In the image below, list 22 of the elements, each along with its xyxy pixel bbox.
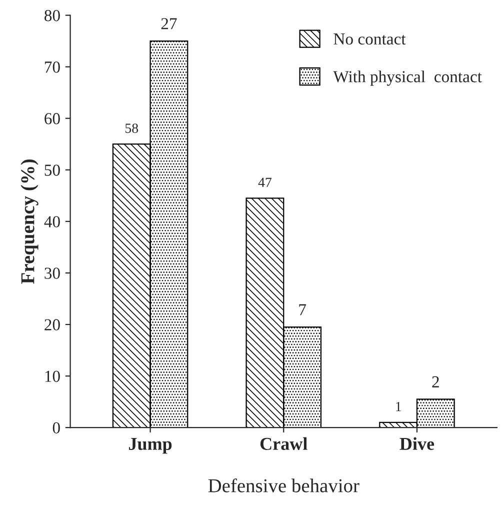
annotation: 1: [396, 402, 401, 412]
y-tick-label: 20: [44, 319, 60, 330]
annotation: 47: [258, 178, 272, 187]
y-tick-label: 0: [52, 422, 60, 434]
y-tick-label: 50: [44, 164, 60, 176]
legend-label: With physical contact: [333, 70, 482, 86]
annotation: 7: [299, 304, 306, 316]
x-axis-title: Defensive behavior: [208, 478, 360, 492]
y-tick-label: 40: [44, 216, 60, 228]
x-tick-label: Jump: [129, 438, 172, 454]
x-tick-label: Dive: [400, 437, 434, 450]
annotation: 58: [125, 124, 138, 133]
annotation: 2: [432, 376, 439, 388]
y-tick-label: 10: [45, 370, 60, 382]
annotation: 27: [161, 18, 177, 30]
x-tick-label: Crawl: [260, 437, 308, 450]
y-tick-label: 60: [44, 113, 60, 124]
y-axis-title: Frequency (%): [20, 160, 38, 284]
legend-label: No contact: [334, 34, 406, 45]
y-tick-label: 70: [44, 62, 60, 73]
y-tick-label: 80: [44, 10, 60, 22]
y-tick-label: 30: [44, 268, 60, 279]
